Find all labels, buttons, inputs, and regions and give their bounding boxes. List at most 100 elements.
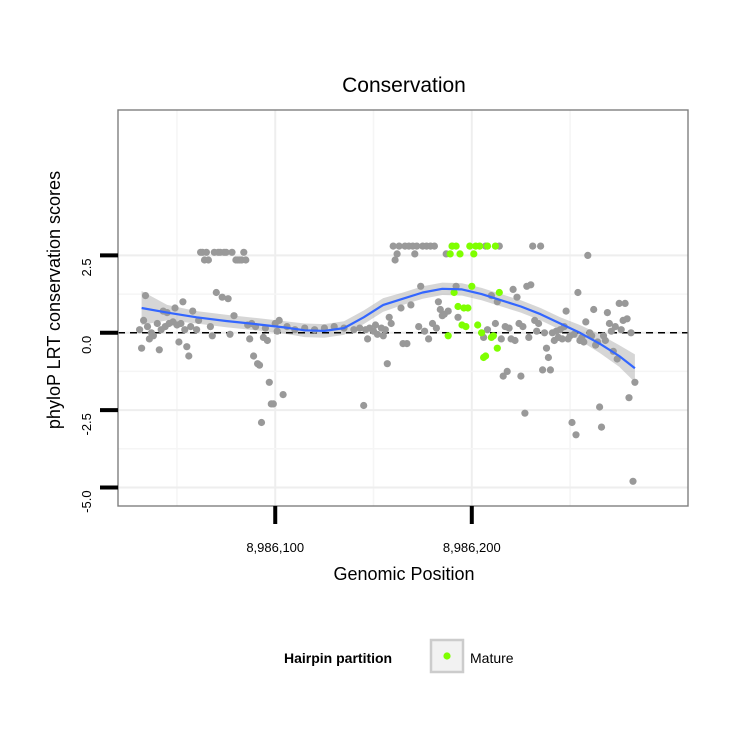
point-other (539, 366, 547, 374)
point-other (574, 288, 582, 297)
point-other (228, 248, 236, 256)
point-other (584, 251, 592, 259)
plot-border (117, 109, 689, 507)
point-mature (476, 242, 484, 250)
point-other (444, 307, 452, 315)
point-other (546, 366, 555, 374)
legend-title: Hairpin partition (284, 650, 392, 666)
point-other (189, 307, 197, 315)
point-other (263, 336, 271, 345)
point-other (454, 313, 462, 321)
point-other (605, 319, 614, 328)
point-other (279, 391, 287, 399)
point-other (224, 295, 232, 303)
point-other (257, 418, 266, 427)
point-other (542, 344, 551, 352)
point-other (185, 352, 193, 360)
confidence-ribbon (141, 282, 635, 383)
chart-title: Conservation (342, 74, 466, 97)
point-other (503, 367, 511, 375)
point-mature (470, 250, 478, 258)
point-other (222, 248, 230, 256)
point-other (212, 288, 220, 297)
point-other (246, 335, 254, 343)
point-other (621, 299, 629, 307)
point-other (149, 332, 157, 340)
point-other (491, 319, 499, 328)
point-other (387, 319, 395, 328)
point-other (183, 343, 191, 351)
data-points (136, 242, 639, 485)
point-mature (493, 344, 501, 352)
point-other (597, 423, 606, 431)
point-other (611, 323, 619, 331)
point-other (273, 327, 281, 335)
point-mature (456, 250, 464, 258)
point-mature (466, 242, 474, 250)
point-other (403, 340, 411, 348)
point-other (140, 316, 148, 324)
point-other (562, 307, 570, 315)
point-other (187, 323, 195, 331)
point-other (141, 292, 150, 300)
point-other (265, 378, 273, 386)
point-mature (468, 282, 476, 290)
point-other (513, 293, 521, 301)
point-other (623, 315, 631, 323)
point-other (143, 323, 152, 331)
point-other (525, 333, 533, 341)
point-other (580, 338, 588, 346)
point-other (204, 256, 212, 264)
point-mature (444, 332, 452, 340)
legend: Hairpin partition Mature (284, 638, 514, 674)
point-other (275, 316, 283, 324)
point-other (603, 309, 612, 317)
point-other (138, 344, 146, 352)
point-other (269, 400, 277, 408)
point-other (615, 299, 623, 307)
y-tick-label: 2.5 (79, 258, 94, 276)
point-other (509, 285, 517, 293)
point-other (570, 330, 578, 338)
point-other (572, 431, 580, 439)
point-mature (462, 323, 470, 331)
point-other (385, 313, 393, 321)
point-other (413, 242, 421, 250)
point-other (582, 318, 590, 326)
point-mature (495, 288, 503, 297)
point-mature (454, 302, 462, 311)
point-other (436, 305, 444, 314)
point-other (360, 401, 368, 410)
point-mature (474, 321, 482, 329)
point-other (226, 330, 234, 338)
point-other (250, 352, 258, 360)
smooth-ribbon (141, 282, 635, 383)
point-other (535, 319, 543, 328)
y-tick-label: 0.0 (79, 336, 94, 354)
point-other (393, 250, 401, 258)
point-other (537, 242, 545, 250)
point-other (505, 324, 513, 332)
point-other (193, 326, 201, 334)
point-other (356, 324, 364, 332)
point-other (397, 304, 405, 312)
point-mature (491, 242, 499, 250)
point-other (179, 298, 187, 306)
point-other (629, 477, 637, 485)
point-other (208, 332, 216, 340)
legend-label-mature: Mature (470, 650, 514, 666)
point-other (425, 335, 433, 343)
point-other (379, 332, 387, 340)
point-other (601, 336, 610, 345)
legend-marker-mature (443, 652, 451, 660)
point-other (383, 360, 391, 368)
point-other (171, 304, 179, 312)
point-other (381, 326, 389, 334)
point-other (411, 250, 419, 258)
point-mature (478, 329, 486, 337)
point-other (389, 242, 397, 250)
point-mature (452, 242, 460, 250)
point-mature (464, 304, 472, 312)
point-other (627, 329, 635, 337)
